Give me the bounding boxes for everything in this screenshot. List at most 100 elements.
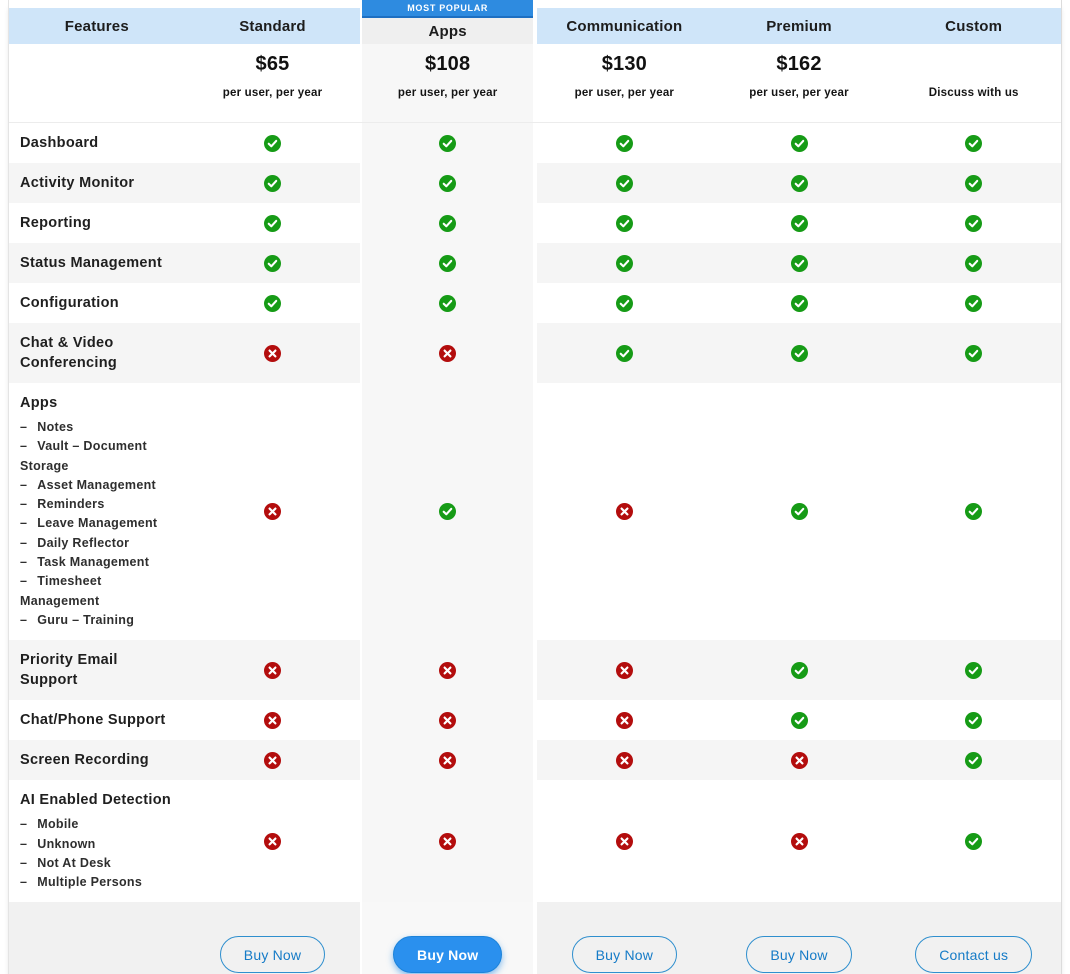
feature-name-cell: Reporting [9, 203, 185, 243]
feature-row: Reporting [9, 203, 1061, 243]
check-icon [965, 294, 983, 312]
feature-value-cell-standard [185, 780, 361, 902]
check-icon [264, 294, 282, 312]
feature-name: Configuration [20, 295, 119, 311]
feature-name-cell: Activity Monitor [9, 163, 185, 203]
cross-icon [615, 751, 633, 769]
feature-value-cell-communication [537, 383, 712, 640]
feature-value-cell-custom [886, 123, 1061, 163]
check-icon [965, 174, 983, 192]
feature-sub-item: Reminders [20, 495, 177, 514]
check-icon [264, 174, 282, 192]
feature-name: Dashboard [20, 135, 99, 151]
button-cell-apps: Buy Now [360, 902, 538, 974]
check-icon [439, 254, 457, 272]
cross-icon [439, 661, 457, 679]
feature-name: Priority Email Support [20, 652, 118, 689]
feature-value-cell-custom [886, 740, 1061, 780]
feature-value-cell-standard [185, 283, 361, 323]
most-popular-badge: MOST POPULAR [362, 0, 534, 18]
price-cell-apps: $108 per user, per year [360, 44, 538, 122]
feature-name-cell: Dashboard [9, 123, 185, 163]
check-icon [965, 751, 983, 769]
feature-value-cell-standard [185, 740, 361, 780]
price-cell-custom: Discuss with us [886, 44, 1061, 122]
feature-value-cell-communication [537, 700, 712, 740]
price-value: $108 [425, 53, 471, 75]
check-icon [965, 344, 983, 362]
price-value: $65 [255, 53, 290, 75]
feature-value-cell-apps [360, 203, 538, 243]
column-header-premium: Premium [711, 8, 887, 44]
buy-now-button-communication[interactable]: Buy Now [571, 936, 678, 974]
feature-name: AI Enabled Detection [20, 792, 172, 809]
feature-value-cell-apps [360, 700, 538, 741]
feature-value-cell-apps [360, 780, 538, 903]
feature-value-cell-apps [360, 243, 538, 283]
feature-row: Chat & Video Conferencing [9, 323, 1061, 383]
pricing-table: Features Standard MOST POPULAR Apps Comm… [8, 0, 1062, 974]
check-icon [965, 134, 983, 152]
check-icon [965, 254, 983, 272]
buy-now-button-standard[interactable]: Buy Now [219, 936, 326, 974]
cross-icon [790, 832, 808, 850]
feature-sub-item: Multiple Persons [20, 873, 142, 892]
check-icon [790, 503, 808, 521]
buy-now-button-premium[interactable]: Buy Now [746, 936, 852, 974]
feature-name: Screen Recording [20, 752, 149, 769]
feature-value-cell-communication [537, 740, 712, 780]
check-icon [615, 134, 633, 152]
cross-icon [439, 832, 457, 850]
feature-row: Dashboard [9, 123, 1061, 163]
feature-value-cell-custom [886, 283, 1061, 323]
check-icon [965, 661, 983, 679]
contact-us-button-cell: Contact us [886, 902, 1061, 974]
button-cell-premium: Buy Now [712, 902, 887, 974]
contact-us-button[interactable]: Contact us [915, 936, 1033, 974]
feature-value-cell-premium [712, 740, 887, 780]
feature-sub-item: Guru – Training [20, 611, 177, 630]
check-icon [439, 134, 457, 152]
check-icon [264, 214, 282, 232]
feature-sub-item: Leave Management [20, 514, 177, 533]
check-icon [615, 174, 633, 192]
feature-value-cell-communication [537, 163, 712, 203]
feature-sub-item: Unknown [20, 835, 142, 854]
feature-name-cell: Apps NotesVault – Document StorageAsset M… [9, 383, 185, 640]
feature-value-cell-standard [185, 243, 361, 283]
feature-row: Activity Monitor [9, 163, 1061, 203]
feature-sub-item: Vault – Document Storage [20, 437, 177, 476]
check-icon [439, 294, 457, 312]
feature-name-cell: Screen Recording [9, 740, 185, 780]
feature-value-cell-custom [886, 383, 1061, 640]
feature-value-cell-custom [886, 243, 1061, 283]
column-header-apps: MOST POPULAR Apps [360, 0, 538, 44]
feature-value-cell-custom [886, 640, 1061, 700]
cross-icon [264, 711, 282, 729]
feature-value-cell-premium [712, 203, 887, 243]
table-header: Features Standard MOST POPULAR Apps Comm… [9, 0, 1062, 44]
feature-value-cell-standard [185, 323, 361, 383]
price-cell-communication: $130 per user, per year [537, 44, 712, 122]
feature-sub-item: Task Management [20, 553, 177, 572]
feature-value-cell-custom [886, 203, 1061, 243]
feature-name-cell: Chat/Phone Support [9, 700, 185, 740]
cross-icon [615, 661, 633, 679]
feature-value-cell-communication [537, 283, 712, 323]
feature-name: Reporting [20, 215, 92, 231]
feature-name-cell: Configuration [9, 283, 185, 323]
feature-row: Priority Email Support [9, 640, 1061, 701]
cross-icon [264, 661, 282, 679]
feature-value-cell-standard [185, 163, 361, 203]
button-cell-empty [9, 902, 185, 974]
buy-now-button-apps[interactable]: Buy Now [393, 936, 503, 974]
cross-icon [790, 751, 808, 769]
check-icon [615, 344, 633, 362]
feature-name: Chat/Phone Support [20, 712, 166, 729]
feature-name: Status Management [20, 255, 163, 271]
price-cell-empty [9, 44, 185, 122]
feature-rows: Dashboard Activity Monitor Reporting Status… [9, 122, 1061, 903]
feature-value-cell-premium [712, 283, 887, 323]
price-period: per user, per year [397, 87, 498, 99]
feature-value-cell-apps [360, 640, 538, 701]
